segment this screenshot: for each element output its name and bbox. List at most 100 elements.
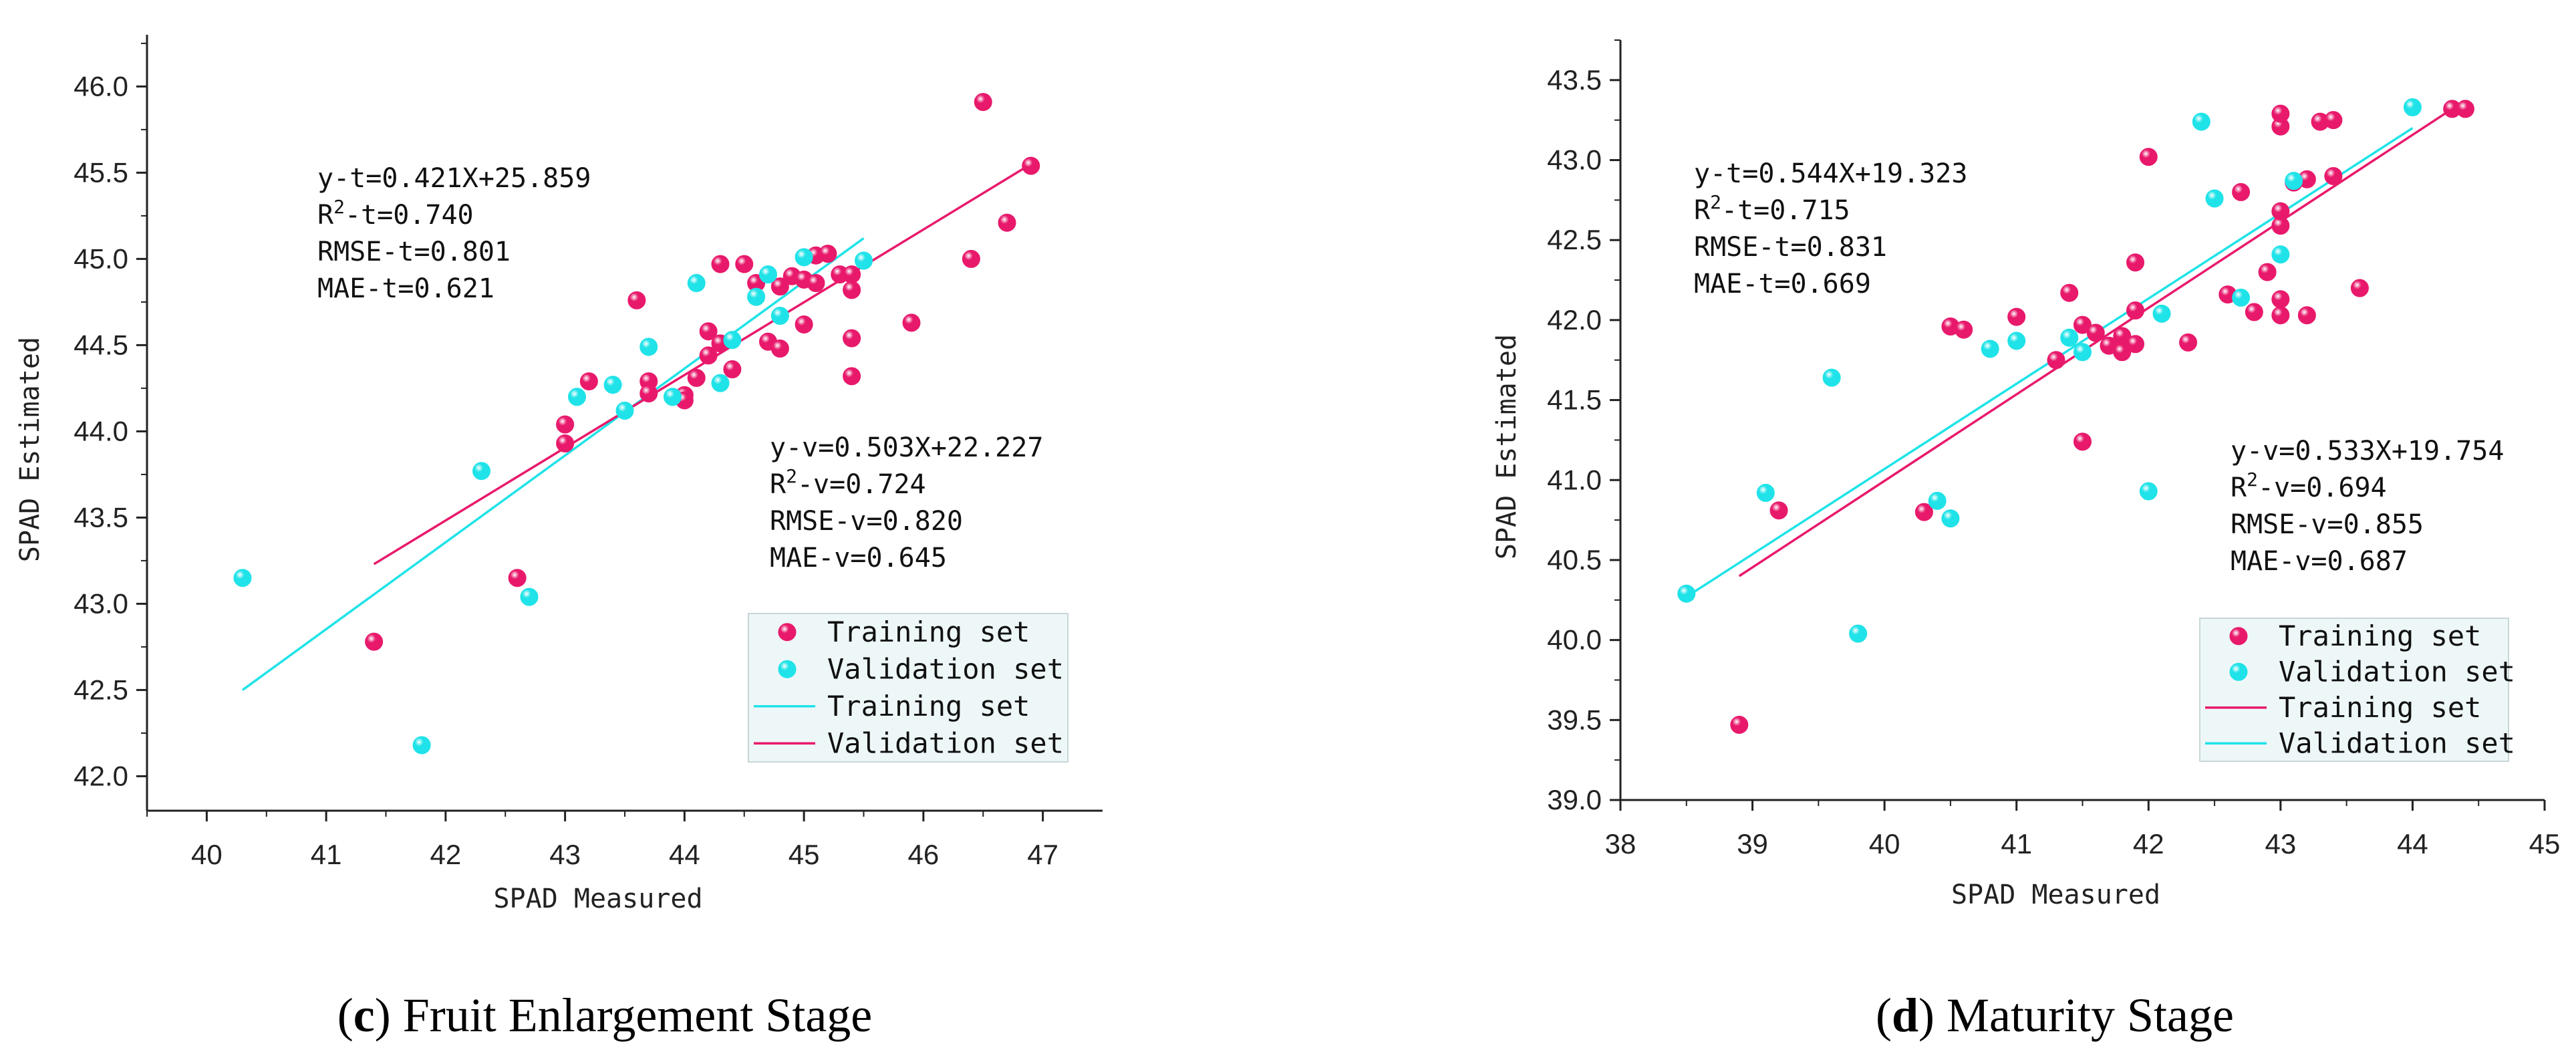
training-point bbox=[711, 255, 730, 273]
training-point bbox=[962, 249, 980, 268]
valid-stats-equation: y-v=0.503X+22.227 bbox=[770, 432, 1043, 463]
x-tick-label: 42 bbox=[430, 839, 462, 870]
caption-c-text: Fruit Enlargement Stage bbox=[391, 988, 873, 1042]
legend-box bbox=[748, 613, 1068, 763]
training-point bbox=[843, 367, 861, 386]
training-point bbox=[579, 372, 598, 391]
y-tick-label: 39.0 bbox=[1547, 784, 1602, 815]
training-point bbox=[2126, 335, 2145, 354]
validation-point bbox=[2152, 304, 2171, 323]
y-tick-label: 40.0 bbox=[1547, 624, 1602, 656]
validation-point bbox=[1822, 368, 1841, 387]
validation-point bbox=[639, 338, 658, 356]
training-point bbox=[770, 277, 789, 296]
y-tick-label: 42.5 bbox=[1547, 224, 1602, 255]
validation-point bbox=[2232, 288, 2251, 307]
training-point bbox=[770, 340, 789, 358]
training-point bbox=[2297, 306, 2316, 325]
training-point bbox=[2456, 100, 2474, 118]
validation-point bbox=[1756, 483, 1775, 502]
y-tick-label: 43.0 bbox=[74, 587, 128, 619]
x-tick-label: 47 bbox=[1027, 839, 1058, 870]
x-tick-label: 40 bbox=[1869, 828, 1900, 859]
train-stats-mae: MAE-t=0.621 bbox=[317, 273, 494, 304]
validation-point bbox=[412, 736, 431, 755]
train-stats-r2: R2-t=0.740 bbox=[317, 196, 474, 231]
training-point bbox=[1769, 501, 1788, 520]
training-point bbox=[2139, 148, 2158, 166]
y-tick-label: 39.5 bbox=[1547, 704, 1602, 735]
validation-point bbox=[233, 569, 252, 587]
validation-point bbox=[1928, 491, 1947, 510]
validation-point bbox=[2073, 343, 2092, 362]
y-tick-label: 42.0 bbox=[1547, 304, 1602, 336]
validation-point bbox=[795, 248, 813, 267]
x-tick-label: 44 bbox=[669, 839, 700, 870]
training-point bbox=[2232, 182, 2251, 201]
validation-point bbox=[1849, 624, 1868, 643]
legend-marker-validation bbox=[778, 660, 797, 678]
validation-point bbox=[2139, 482, 2158, 501]
caption-c-letter: c bbox=[353, 988, 375, 1042]
x-tick-label: 38 bbox=[1605, 828, 1636, 859]
training-point bbox=[2271, 290, 2290, 309]
validation-point bbox=[759, 265, 777, 284]
training-point bbox=[2073, 315, 2092, 334]
training-point bbox=[2113, 327, 2132, 346]
training-point bbox=[1022, 156, 1040, 175]
validation-point bbox=[603, 376, 622, 394]
legend-label: Validation set bbox=[827, 726, 1064, 759]
panel-c-chart: 40 41 42 43 44 45 46 47 42.0 42.5 43.0 43.5 44.0 44.5… bbox=[15, 35, 1103, 914]
legend: Training set Validation set Training set Va… bbox=[748, 613, 1068, 763]
x-tick-label: 44 bbox=[2397, 828, 2428, 859]
caption-d: (d) Maturity Stage bbox=[1876, 988, 2234, 1042]
caption-d-text: Maturity Stage bbox=[1935, 988, 2234, 1042]
training-point bbox=[639, 384, 658, 403]
validation-point bbox=[1677, 584, 1696, 603]
training-point bbox=[508, 569, 527, 587]
x-axis-title: SPAD Measured bbox=[1951, 880, 2160, 910]
training-point bbox=[819, 245, 837, 263]
valid-stats-mae: MAE-v=0.687 bbox=[2231, 546, 2408, 577]
training-point bbox=[2271, 202, 2290, 221]
caption-c: (c) Fruit Enlargement Stage bbox=[337, 988, 872, 1042]
legend-label: Validation set bbox=[827, 652, 1064, 685]
y-tick-label: 44.0 bbox=[74, 415, 128, 446]
training-point bbox=[735, 255, 754, 273]
x-tick-label: 40 bbox=[191, 839, 223, 870]
legend-label: Training set bbox=[2279, 620, 2481, 652]
fit-validation-line bbox=[241, 237, 865, 691]
training-point bbox=[2245, 303, 2263, 321]
validation-point bbox=[723, 331, 742, 350]
x-axis-title: SPAD Measured bbox=[493, 884, 702, 914]
legend-marker-validation bbox=[2229, 662, 2248, 681]
training-point bbox=[2324, 166, 2343, 185]
training-point bbox=[843, 329, 861, 348]
y-tick-label: 42.5 bbox=[74, 674, 128, 705]
training-point bbox=[843, 265, 861, 284]
validation-point bbox=[2007, 331, 2026, 350]
validation-point bbox=[2205, 189, 2224, 208]
y-tick-label: 46.0 bbox=[74, 70, 128, 102]
y-axis-title: SPAD Estimated bbox=[15, 337, 45, 562]
x-tick-label: 39 bbox=[1737, 828, 1768, 859]
validation-point bbox=[770, 307, 789, 325]
legend-marker-training bbox=[2229, 627, 2248, 646]
validation-point bbox=[472, 462, 490, 481]
training-point bbox=[2126, 253, 2145, 272]
x-tick-label: 45 bbox=[2529, 828, 2561, 859]
validation-point bbox=[687, 274, 706, 293]
y-tick-label: 41.0 bbox=[1547, 464, 1602, 495]
validation-point bbox=[615, 401, 634, 420]
validation-point bbox=[2403, 98, 2422, 117]
valid-stats-equation: y-v=0.533X+19.754 bbox=[2231, 436, 2504, 467]
validation-point bbox=[664, 388, 682, 406]
x-tick-label: 43 bbox=[549, 839, 581, 870]
validation-point bbox=[2285, 172, 2303, 190]
valid-stats-rmse: RMSE-v=0.855 bbox=[2231, 509, 2424, 540]
training-point bbox=[2271, 306, 2290, 325]
validation-point bbox=[1941, 509, 1960, 528]
training-point bbox=[807, 274, 825, 293]
x-tick-label: 41 bbox=[311, 839, 342, 870]
